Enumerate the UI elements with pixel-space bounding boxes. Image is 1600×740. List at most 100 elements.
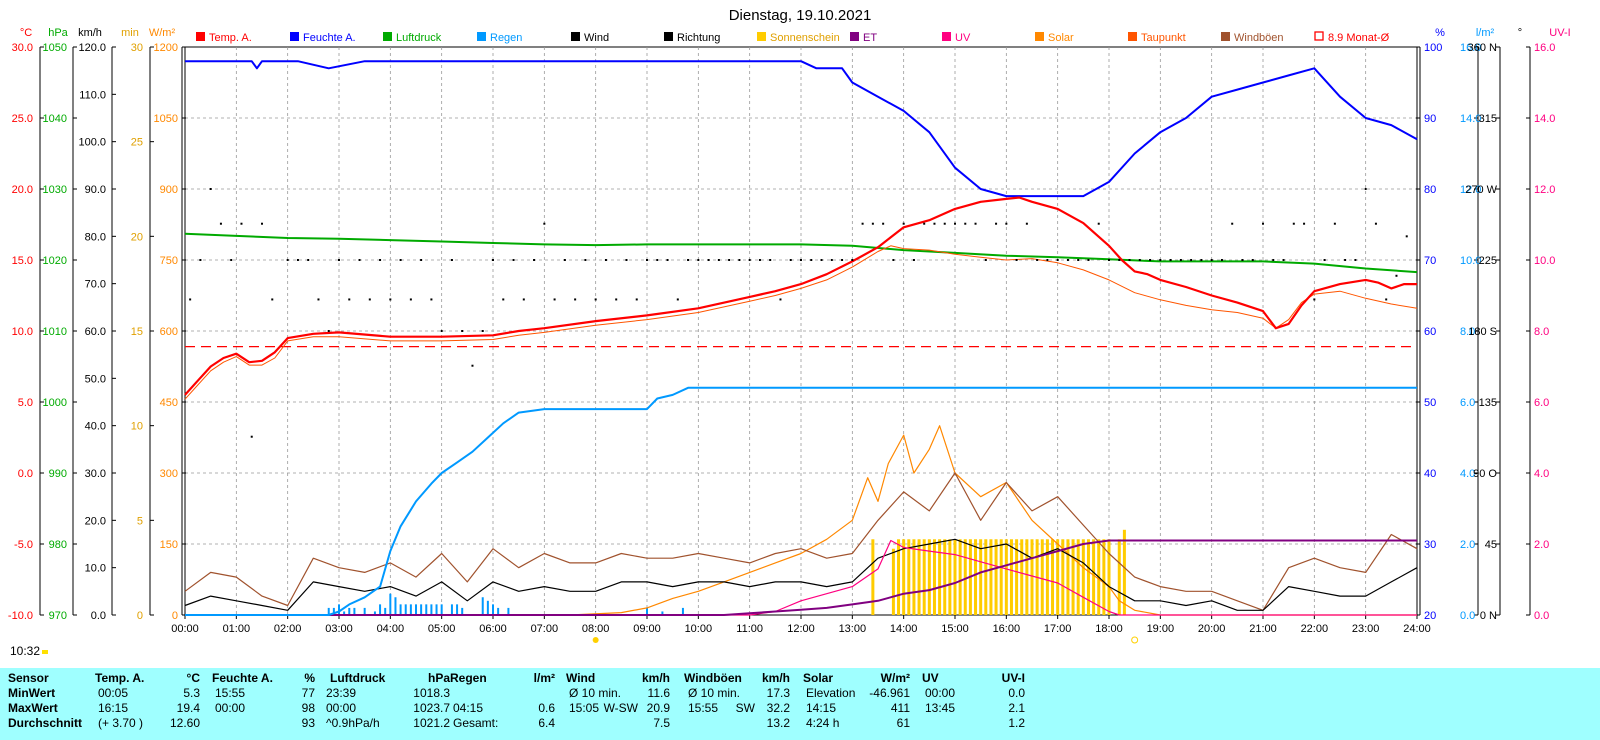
direction-point xyxy=(635,298,638,301)
axis-tick-label-left: 30.0 xyxy=(12,42,33,54)
axis-tick-label-left: 980 xyxy=(49,539,67,551)
sunshine-bar xyxy=(948,539,952,615)
axis-tick-label-left: 90.0 xyxy=(85,184,106,196)
direction-point xyxy=(902,222,905,225)
direction-point xyxy=(533,259,536,261)
axis-tick-label-left: 600 xyxy=(160,326,178,338)
grid xyxy=(184,46,1418,616)
axis-tick-label-right: 70 xyxy=(1424,255,1436,267)
summary-header-uv: UV xyxy=(922,671,939,685)
axis-tick-label-right: 16.0 xyxy=(1534,42,1555,54)
axis-tick-label-right: 20 xyxy=(1424,610,1436,622)
direction-point xyxy=(1005,222,1008,225)
direction-point xyxy=(440,330,443,332)
summary-rain-value: 6.4 xyxy=(538,716,555,730)
summary-gusts-value: 32.2 xyxy=(766,701,790,715)
direction-point xyxy=(1313,298,1316,301)
axis-tick-label-left: 1050 xyxy=(43,42,67,54)
summary-temp-value: 19.4 xyxy=(176,701,200,715)
legend-label-rain: Regen xyxy=(490,32,522,44)
summary-rain-time: Gesamt: xyxy=(453,716,499,730)
axis-tick-label-x: 17:00 xyxy=(1044,623,1072,635)
direction-point xyxy=(1272,259,1275,261)
sunshine-bar xyxy=(953,539,957,615)
direction-point xyxy=(327,330,330,332)
direction-point xyxy=(379,259,382,261)
summary-wind-time: Ø 10 min. xyxy=(569,686,622,700)
axis-unit-right: % xyxy=(1435,27,1445,39)
sunshine-bar xyxy=(922,539,926,615)
direction-point xyxy=(368,298,371,301)
direction-point xyxy=(974,222,977,225)
rain-bar xyxy=(435,604,438,615)
sunshine-bar xyxy=(1086,539,1090,615)
sunshine-bar xyxy=(958,539,962,615)
axis-tick-label-left: 1020 xyxy=(43,255,67,267)
rain-bar xyxy=(389,593,392,615)
sunshine-bar xyxy=(1081,539,1085,615)
axis-tick-label-x: 11:00 xyxy=(736,623,763,635)
sunshine-bar xyxy=(938,539,942,615)
axis-tick-label-left: 80.0 xyxy=(85,231,106,243)
summary-header-humidity-unit: % xyxy=(304,671,315,685)
axis-tick-label-left: 25 xyxy=(131,137,143,149)
axis-tick-label-left: 70.0 xyxy=(85,279,106,291)
axis-tick-label-left: 25.0 xyxy=(12,113,33,125)
series-line-solar xyxy=(185,425,1417,616)
axis-tick-label-x: 12:00 xyxy=(787,623,815,635)
axis-tick-label-left: 990 xyxy=(49,468,67,480)
direction-point xyxy=(871,222,874,225)
direction-point xyxy=(717,259,720,261)
axis-tick-label-x: 21:00 xyxy=(1249,623,1277,635)
sunshine-bar xyxy=(932,539,936,615)
axis-tick-label-x: 07:00 xyxy=(531,623,559,635)
summary-header-pressure-unit: hPa xyxy=(427,671,450,685)
series-line-rain xyxy=(185,386,1417,616)
axis-tick-label-left: -10.0 xyxy=(8,610,33,622)
direction-point xyxy=(574,298,577,301)
rain-bar xyxy=(425,604,428,615)
sunshine-bar xyxy=(1025,539,1029,615)
summary-pressure-time: 00:00 xyxy=(326,701,357,715)
axis-tick-label-x: 23:00 xyxy=(1352,623,1380,635)
direction-point xyxy=(594,298,597,301)
legend-swatch-humidity xyxy=(290,32,299,41)
direction-point xyxy=(625,259,628,261)
axis-tick-label-left: 900 xyxy=(160,184,178,196)
sunshine-bar xyxy=(1076,539,1080,615)
summary-solar-value: 411 xyxy=(890,701,910,715)
direction-point xyxy=(1200,259,1203,261)
axis-tick-label-left: 10.0 xyxy=(12,326,33,338)
rain-bar xyxy=(481,597,484,615)
left-axes: 30.025.020.015.010.05.00.0-5.0-10.010501… xyxy=(8,42,186,622)
axis-tick-label-right: 180 S xyxy=(1468,326,1497,338)
sunshine-bar xyxy=(1015,539,1019,615)
axis-tick-label-x: 10:00 xyxy=(685,623,713,635)
sunshine-bar xyxy=(1020,539,1024,615)
direction-point xyxy=(399,259,402,261)
axis-tick-label-right: 8.0 xyxy=(1460,326,1475,338)
axis-tick-label-left: 300 xyxy=(160,468,178,480)
summary-temp-value: 12.60 xyxy=(169,716,200,730)
sunshine-bar xyxy=(891,548,895,615)
direction-point xyxy=(1241,259,1244,261)
sunshine-bar xyxy=(1009,539,1013,615)
rain-bar xyxy=(338,604,340,615)
summary-wind-value: 7.5 xyxy=(653,716,670,730)
direction-point xyxy=(1395,274,1398,277)
axis-tick-label-right: 80 xyxy=(1424,184,1436,196)
summary-gusts-direction: SW xyxy=(735,701,755,715)
direction-point xyxy=(1374,222,1377,225)
summary-header-pressure: Luftdruck xyxy=(330,671,386,685)
direction-point xyxy=(1036,259,1039,261)
axis-tick-label-right: 6.0 xyxy=(1460,397,1475,409)
direction-point xyxy=(1210,259,1213,261)
direction-point xyxy=(820,259,823,261)
legend-swatch-direction xyxy=(664,32,673,41)
direction-point xyxy=(450,259,453,261)
direction-point xyxy=(882,222,885,225)
axis-tick-label-right: 0.0 xyxy=(1460,610,1475,622)
sunshine-bar xyxy=(999,539,1003,615)
axis-tick-label-left: 1000 xyxy=(43,397,67,409)
summary-wind-value: 20.9 xyxy=(646,701,670,715)
